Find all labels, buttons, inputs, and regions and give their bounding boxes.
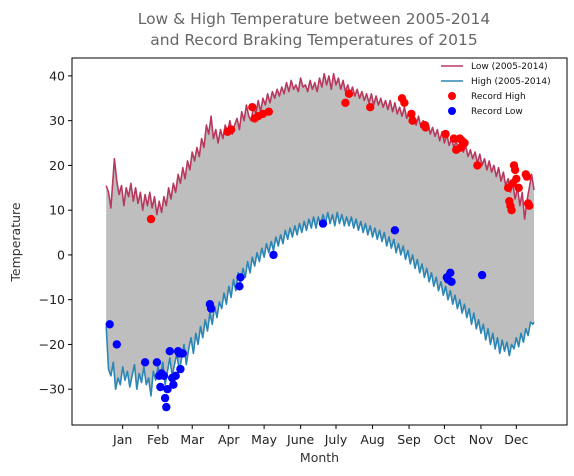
y-tick-label: −10 xyxy=(39,292,65,307)
record-high-point xyxy=(473,161,482,170)
record-low-point xyxy=(176,364,185,374)
legend-label: High (2005-2014) xyxy=(471,77,551,87)
y-tick-label: 0 xyxy=(57,247,65,262)
record-low-point xyxy=(156,382,165,392)
record-low-point xyxy=(152,358,162,367)
record-high-point xyxy=(341,98,350,108)
record-low-point xyxy=(447,277,456,286)
record-high-point xyxy=(507,206,516,215)
record-low-point xyxy=(206,304,216,313)
legend: Low (2005-2014) High (2005-2014) Record Hi… xyxy=(441,62,551,117)
record-high-point xyxy=(449,134,459,143)
record-high-point xyxy=(525,201,534,210)
plot-frame xyxy=(71,57,568,426)
x-tick-label: Sep xyxy=(397,432,421,447)
record-low-point xyxy=(171,371,180,380)
record-low-point xyxy=(165,347,174,356)
legend-label: Low (2005-2014) xyxy=(471,62,548,72)
record-high-point xyxy=(407,109,416,119)
record-high-points xyxy=(146,89,534,224)
y-axis: −30 −20 −10 0 10 20 30 40 xyxy=(39,68,72,397)
x-tick-label: June xyxy=(286,432,315,447)
record-high-point xyxy=(441,129,450,139)
y-tick-label: 40 xyxy=(49,68,65,83)
record-low-point xyxy=(390,226,400,235)
record-low-point xyxy=(169,380,178,389)
record-high-point xyxy=(400,98,409,108)
record-high-point xyxy=(510,165,520,175)
y-tick-label: −20 xyxy=(39,337,65,352)
legend-swatch xyxy=(448,92,456,100)
y-axis-label: Temperature xyxy=(8,202,23,282)
record-low-point xyxy=(178,349,187,358)
x-tick-label: Apr xyxy=(218,432,240,447)
record-high-point xyxy=(264,107,273,116)
x-tick-label: May xyxy=(251,432,277,447)
plot-area xyxy=(105,72,535,412)
record-low-point xyxy=(160,393,170,403)
y-tick-label: 30 xyxy=(49,113,65,128)
record-high-point xyxy=(146,214,156,224)
record-high-point xyxy=(421,123,430,132)
x-tick-label: Mar xyxy=(180,432,204,447)
record-low-point xyxy=(112,340,122,349)
record-low-point xyxy=(446,268,455,277)
record-high-point xyxy=(514,183,523,192)
record-low-point xyxy=(159,371,169,380)
x-tick-label: Feb xyxy=(147,432,169,447)
legend-label: Record Low xyxy=(471,107,523,117)
record-high-point xyxy=(366,103,375,112)
legend-swatch xyxy=(448,107,456,115)
y-tick-label: 20 xyxy=(49,158,65,173)
record-low-point xyxy=(477,270,487,280)
record-high-point xyxy=(344,89,354,99)
x-tick-label: Nov xyxy=(469,432,494,447)
record-high-point xyxy=(408,116,417,125)
x-axis: Jan Feb Mar Apr May June July Aug Sep Oct Nov Dec xyxy=(112,425,529,447)
y-tick-label: 10 xyxy=(49,203,65,218)
record-low-point xyxy=(140,358,150,367)
record-low-point xyxy=(162,402,171,412)
record-low-point xyxy=(269,250,278,260)
record-low-points xyxy=(105,219,487,412)
record-high-point xyxy=(226,125,236,134)
x-tick-label: Dec xyxy=(504,432,528,447)
record-high-point xyxy=(512,174,521,183)
x-tick-label: July xyxy=(324,432,348,447)
y-tick-label: −30 xyxy=(39,382,65,397)
record-high-point xyxy=(522,172,532,181)
record-low-point xyxy=(235,282,244,291)
chart-title-line-1: Low & High Temperature between 2005-2014 xyxy=(138,10,491,28)
legend-label: Record High xyxy=(471,92,526,102)
record-low-point xyxy=(236,273,245,282)
record-low-point xyxy=(318,219,328,228)
record-high-point xyxy=(248,103,257,112)
chart-title-line-2: and Record Braking Temperatures of 2015 xyxy=(150,31,477,49)
x-tick-label: Oct xyxy=(434,432,456,447)
x-tick-label: Aug xyxy=(360,432,384,447)
x-tick-label: Jan xyxy=(112,432,132,447)
record-low-point xyxy=(105,320,114,329)
x-axis-label: Month xyxy=(300,450,339,465)
record-low-point xyxy=(163,385,172,394)
record-high-point xyxy=(452,145,461,154)
